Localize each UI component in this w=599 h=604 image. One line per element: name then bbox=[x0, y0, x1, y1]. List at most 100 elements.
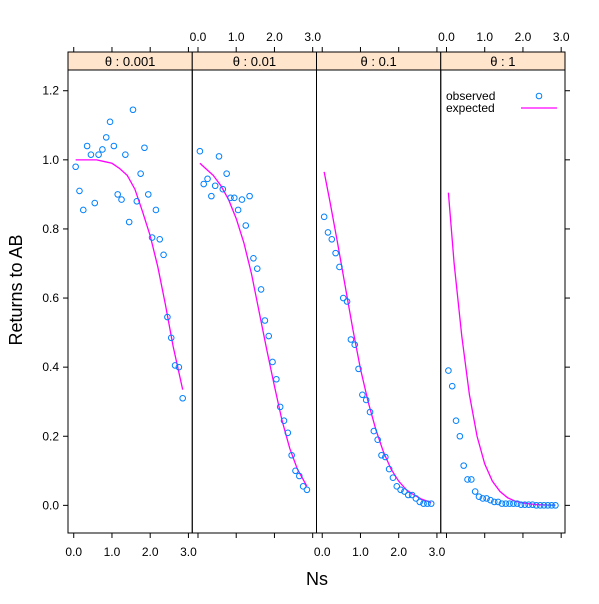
strip-label-2: θ : 0.01 bbox=[233, 54, 276, 69]
panel-4: θ : 1 bbox=[440, 51, 566, 534]
observed-point bbox=[448, 382, 456, 390]
observed-point bbox=[544, 502, 552, 509]
observed-point bbox=[483, 495, 490, 502]
observed-point bbox=[533, 502, 540, 509]
observed-point bbox=[179, 394, 186, 402]
x-tick-label-top: 3.0 bbox=[304, 30, 321, 44]
observed-point bbox=[167, 334, 175, 342]
expected-line-3 bbox=[323, 171, 432, 504]
panel-3: θ : 0.1 bbox=[316, 51, 442, 534]
x-tick-label-bottom: 3.0 bbox=[180, 545, 197, 559]
x-tick-label-bottom: 1.0 bbox=[352, 545, 369, 559]
observed-point bbox=[280, 417, 288, 425]
observed-point bbox=[204, 175, 211, 183]
observed-point bbox=[91, 199, 99, 207]
x-tick-label-bottom: 0.0 bbox=[314, 545, 331, 559]
observed-point bbox=[548, 502, 555, 509]
observed-point bbox=[494, 498, 502, 506]
observed-point bbox=[351, 341, 359, 348]
observed-point bbox=[332, 249, 339, 257]
strip-label-1: θ : 0.001 bbox=[105, 54, 156, 69]
panel-frame-4 bbox=[440, 69, 566, 534]
observed-point bbox=[250, 255, 257, 262]
observed-point bbox=[234, 206, 242, 214]
legend-marker-observed bbox=[535, 92, 543, 100]
observed-point bbox=[502, 500, 510, 507]
observed-point bbox=[374, 436, 381, 444]
observed-point bbox=[99, 146, 106, 153]
panels-layer: θ : 0.001 θ : 0.01 θ : 0.1 θ : 1 bbox=[67, 51, 566, 534]
observed-point bbox=[223, 170, 230, 177]
observed-point bbox=[393, 483, 401, 490]
observed-point bbox=[129, 106, 137, 114]
observed-point bbox=[521, 501, 529, 508]
observed-point bbox=[288, 451, 295, 459]
observed-point bbox=[208, 192, 215, 200]
observed-point bbox=[171, 362, 179, 369]
observed-point bbox=[343, 298, 351, 305]
y-tick-label: 0.6 bbox=[42, 291, 59, 305]
observed-point bbox=[336, 263, 343, 271]
y-tick-label: 1.0 bbox=[42, 153, 59, 167]
observed-point bbox=[253, 265, 261, 272]
observed-point bbox=[114, 191, 121, 198]
y-tick-label: 0.2 bbox=[42, 429, 59, 443]
observed-point bbox=[401, 488, 408, 495]
observed-point bbox=[324, 229, 332, 236]
observed-point bbox=[137, 170, 144, 177]
x-tick-label-bottom: 2.0 bbox=[142, 545, 159, 559]
panel-frame-2 bbox=[191, 69, 317, 534]
observed-point bbox=[525, 501, 532, 508]
observed-point bbox=[238, 196, 246, 203]
observed-point bbox=[284, 429, 292, 437]
observed-point bbox=[452, 417, 460, 425]
observed-point bbox=[552, 502, 559, 509]
observed-point bbox=[366, 408, 374, 416]
observed-point bbox=[76, 187, 83, 195]
x-tick-label-top: 0.0 bbox=[438, 30, 455, 44]
observed-point bbox=[540, 502, 548, 509]
x-tick-label-top: 2.0 bbox=[515, 30, 532, 44]
x-tick-label-top: 0.0 bbox=[190, 30, 207, 44]
observed-point bbox=[231, 194, 238, 202]
observed-point bbox=[487, 496, 494, 504]
observed-point bbox=[164, 313, 171, 321]
observed-point bbox=[513, 500, 521, 507]
observed-point bbox=[122, 151, 129, 158]
observed-point bbox=[498, 500, 506, 507]
x-tick-label-top: 2.0 bbox=[266, 30, 283, 44]
strip-label-3: θ : 0.1 bbox=[361, 54, 397, 69]
observed-point bbox=[273, 375, 280, 383]
observed-point bbox=[490, 498, 498, 506]
observed-point bbox=[215, 153, 223, 160]
observed-point bbox=[156, 236, 164, 243]
x-tick-label-bottom: 3.0 bbox=[429, 545, 446, 559]
observed-point bbox=[471, 488, 479, 495]
observed-point bbox=[72, 163, 79, 171]
observed-point bbox=[83, 142, 91, 150]
observed-point bbox=[359, 391, 366, 399]
observed-point bbox=[445, 367, 452, 374]
legend-label-observed: observed bbox=[446, 89, 495, 103]
expected-line-2 bbox=[199, 162, 308, 487]
observed-point bbox=[269, 358, 276, 366]
observed-point bbox=[404, 491, 412, 499]
observed-point bbox=[125, 218, 133, 226]
observed-point bbox=[118, 196, 125, 203]
observed-point bbox=[339, 294, 347, 302]
x-tick-label-top: 1.0 bbox=[228, 30, 245, 44]
x-tick-label-bottom: 2.0 bbox=[390, 545, 407, 559]
observed-point bbox=[160, 251, 167, 259]
observed-point bbox=[427, 500, 435, 507]
observed-point bbox=[362, 396, 370, 404]
observed-point bbox=[200, 180, 208, 188]
observed-point bbox=[420, 500, 427, 507]
observed-point bbox=[246, 192, 253, 200]
observed-point bbox=[464, 476, 471, 483]
expected-line-4 bbox=[447, 192, 556, 506]
x-tick-label-top: 3.0 bbox=[553, 30, 570, 44]
observed-point bbox=[175, 363, 183, 371]
